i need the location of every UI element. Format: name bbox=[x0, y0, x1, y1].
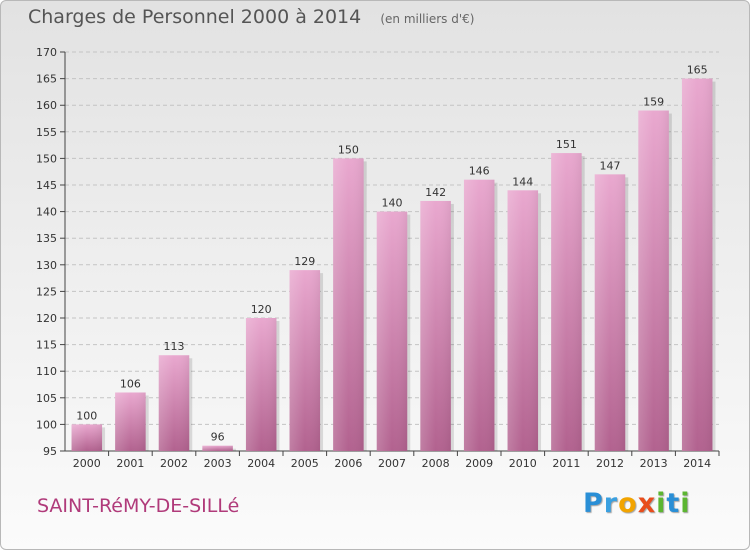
bar-sheen bbox=[681, 78, 713, 451]
label-layer: 100 106 113 96 120 129 150 140 142 146 144 151 147 15… bbox=[76, 64, 707, 444]
bar-sheen bbox=[289, 270, 321, 451]
x-tick-label: 2001 bbox=[116, 457, 144, 470]
y-tick-label: 100 bbox=[36, 418, 57, 431]
data-label: 151 bbox=[556, 138, 577, 151]
title-row: Charges de Personnel 2000 à 2014 (en mil… bbox=[28, 6, 474, 28]
bar-sheen bbox=[594, 174, 626, 452]
y-tick-label: 130 bbox=[36, 259, 57, 272]
x-tick-label: 2002 bbox=[160, 457, 188, 470]
x-tick-label: 2004 bbox=[247, 457, 275, 470]
bar-sheen bbox=[71, 424, 103, 451]
y-tick-label: 135 bbox=[36, 232, 57, 245]
data-label: 140 bbox=[382, 197, 403, 210]
y-tick-label: 115 bbox=[36, 339, 57, 352]
y-tick-label: 160 bbox=[36, 99, 57, 112]
y-tick-label: 145 bbox=[36, 179, 57, 192]
y-tick-label: 170 bbox=[36, 46, 57, 59]
proxiti-logo: Proxiti bbox=[583, 488, 691, 519]
data-label: 147 bbox=[600, 159, 621, 172]
y-tick-label: 110 bbox=[36, 365, 57, 378]
y-tick-label: 125 bbox=[36, 285, 57, 298]
bar-sheen bbox=[507, 190, 539, 451]
bar-sheen bbox=[202, 445, 233, 451]
y-tick-label: 95 bbox=[43, 445, 57, 458]
data-label: 120 bbox=[251, 303, 272, 316]
y-tick-label: 155 bbox=[36, 126, 57, 139]
bar-layer bbox=[71, 78, 716, 452]
bar-sheen bbox=[463, 179, 495, 451]
data-label: 150 bbox=[338, 143, 359, 156]
x-tick-label: 2008 bbox=[422, 457, 450, 470]
bar-sheen bbox=[638, 110, 669, 452]
y-tick-label: 140 bbox=[36, 206, 57, 219]
x-tick-label: 2006 bbox=[334, 457, 362, 470]
data-label: 142 bbox=[425, 186, 446, 199]
bar-sheen bbox=[551, 153, 582, 451]
chart-title: Charges de Personnel 2000 à 2014 bbox=[28, 6, 362, 28]
data-label: 144 bbox=[512, 175, 533, 188]
x-tick-label: 2000 bbox=[73, 457, 101, 470]
logo-letter: t bbox=[666, 488, 681, 519]
logo-letter: i bbox=[680, 488, 691, 519]
x-tick-label: 2007 bbox=[378, 457, 406, 470]
axis-layer: 95 100 105 110 115 120 125 130 135 140 145 150 155 16… bbox=[36, 46, 720, 470]
bar-sheen bbox=[115, 392, 146, 451]
bar-sheen bbox=[420, 200, 451, 451]
x-tick-label: 2014 bbox=[683, 457, 711, 470]
x-tick-label: 2009 bbox=[465, 457, 493, 470]
data-label: 159 bbox=[643, 96, 664, 109]
logo-letter: P bbox=[583, 488, 604, 519]
x-tick-label: 2012 bbox=[596, 457, 624, 470]
x-tick-label: 2011 bbox=[552, 457, 580, 470]
data-label: 100 bbox=[76, 409, 97, 422]
bar-sheen bbox=[376, 211, 408, 451]
data-label: 165 bbox=[687, 64, 708, 77]
y-tick-label: 105 bbox=[36, 392, 57, 405]
data-label: 96 bbox=[211, 431, 225, 444]
x-tick-label: 2013 bbox=[640, 457, 668, 470]
x-tick-label: 2003 bbox=[204, 457, 232, 470]
logo-letter: o bbox=[618, 488, 638, 519]
data-label: 113 bbox=[164, 340, 185, 353]
bar-sheen bbox=[245, 318, 277, 451]
logo-letter: i bbox=[656, 488, 667, 519]
commune-name: SAINT-RéMY-DE-SILLé bbox=[37, 495, 240, 517]
x-tick-label: 2010 bbox=[509, 457, 537, 470]
bar-sheen bbox=[158, 355, 190, 451]
data-label: 146 bbox=[469, 165, 490, 178]
y-tick-label: 165 bbox=[36, 73, 57, 86]
data-label: 106 bbox=[120, 377, 141, 390]
logo-letter: x bbox=[637, 488, 657, 519]
y-tick-label: 120 bbox=[36, 312, 57, 325]
data-label: 129 bbox=[294, 255, 315, 268]
logo-letter: r bbox=[603, 488, 619, 519]
x-tick-label: 2005 bbox=[291, 457, 319, 470]
y-tick-label: 150 bbox=[36, 152, 57, 165]
bar-sheen bbox=[333, 158, 364, 451]
chart-unit: (en milliers d'€) bbox=[380, 12, 475, 26]
